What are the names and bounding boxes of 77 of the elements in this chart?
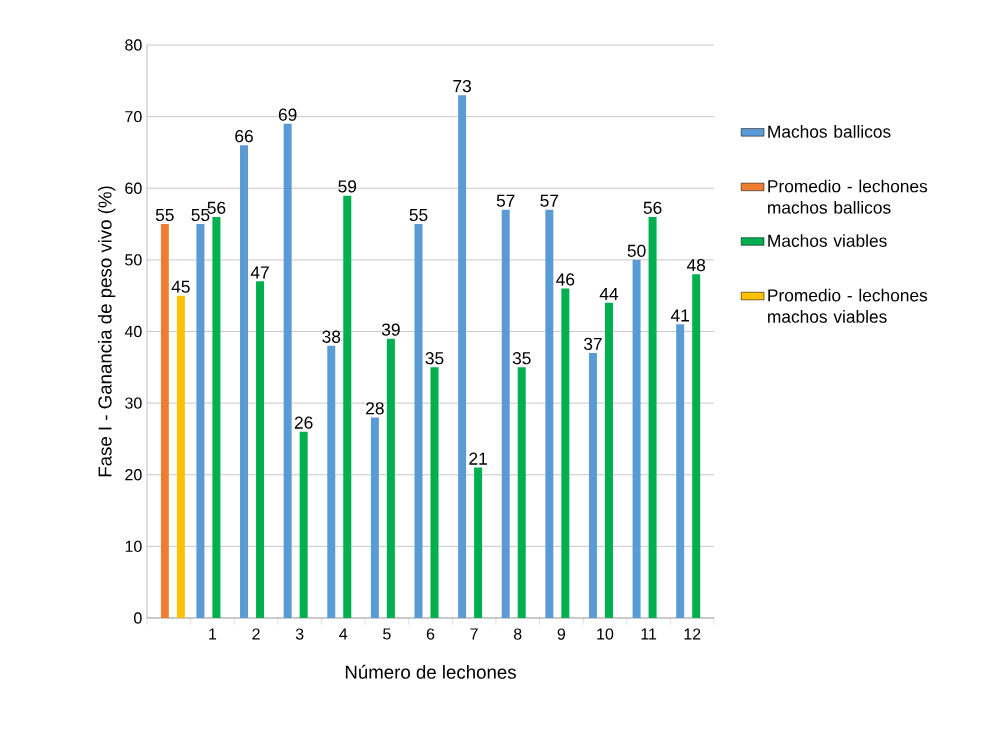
x-tick-label: 11 <box>641 628 657 640</box>
data-label: 44 <box>599 287 619 300</box>
x-tick-label: 5 <box>383 628 391 640</box>
data-label: 57 <box>540 194 559 207</box>
bar <box>283 123 292 618</box>
bar <box>212 216 221 618</box>
bar <box>430 367 439 618</box>
data-label: 66 <box>235 130 253 143</box>
x-tick-label: 8 <box>513 628 522 640</box>
bar <box>501 209 510 618</box>
y-tick-label: 40 <box>124 325 142 338</box>
bar <box>632 259 641 618</box>
x-tick-label: 7 <box>470 628 478 640</box>
legend-label: Machos ballicos <box>768 125 891 138</box>
bar <box>561 288 570 618</box>
x-tick-label: 9 <box>557 628 566 640</box>
legend-label: Promedio - lechones machos ballicos <box>768 179 928 214</box>
legend-label: Machos viables <box>768 234 887 247</box>
bar <box>414 224 423 618</box>
y-tick-label: 80 <box>125 39 142 51</box>
bar <box>676 324 685 618</box>
y-tick-label: 50 <box>125 254 142 266</box>
x-tick-label: 2 <box>252 628 260 640</box>
data-label: 39 <box>381 323 400 336</box>
data-label: 26 <box>294 416 313 429</box>
x-tick-label: 10 <box>597 628 614 640</box>
data-label: 73 <box>453 79 471 93</box>
data-label: 47 <box>250 266 269 279</box>
x-axis-title: Número de lechones <box>345 664 516 679</box>
bar <box>196 224 205 618</box>
data-label: 57 <box>496 194 515 207</box>
data-label: 50 <box>627 244 646 257</box>
data-label: 41 <box>670 309 689 322</box>
data-label: 48 <box>686 258 706 272</box>
bar <box>588 352 597 618</box>
bar <box>648 216 657 618</box>
bar <box>692 274 701 618</box>
y-tick-label: 0 <box>134 612 142 624</box>
bar <box>458 95 467 618</box>
data-label: 55 <box>155 209 174 222</box>
data-label: 56 <box>643 201 662 214</box>
bar <box>256 281 265 618</box>
bar <box>386 338 395 618</box>
y-tick-label: 60 <box>125 182 142 194</box>
bar <box>474 467 483 618</box>
data-label: 35 <box>512 352 531 365</box>
bar <box>299 431 308 618</box>
bar <box>545 209 554 618</box>
data-label: 38 <box>322 330 341 343</box>
bar <box>343 195 352 618</box>
y-tick-label: 10 <box>125 540 142 553</box>
data-label: 46 <box>556 273 575 286</box>
data-label: 45 <box>171 280 190 293</box>
x-tick-label: 4 <box>339 628 348 640</box>
bar <box>327 345 336 618</box>
data-label: 28 <box>366 402 384 415</box>
bar <box>604 302 613 618</box>
legend-label: Promedio - lechones machos viables <box>768 288 928 323</box>
bar <box>240 145 249 618</box>
bar <box>517 367 526 618</box>
data-label: 37 <box>583 337 602 351</box>
data-label: 59 <box>338 180 357 193</box>
bar <box>160 224 169 618</box>
data-label: 55 <box>409 209 428 222</box>
x-tick-label: 1 <box>209 628 217 640</box>
y-tick-label: 70 <box>125 110 142 123</box>
data-label: 69 <box>278 108 297 121</box>
bar <box>176 295 185 618</box>
x-tick-label: 6 <box>426 628 435 640</box>
bar <box>370 417 379 618</box>
y-tick-label: 20 <box>125 469 142 481</box>
y-axis-title: Fase I - Ganancia de peso vivo (%) <box>97 186 116 477</box>
data-label: 21 <box>469 452 487 465</box>
x-tick-label: 3 <box>295 628 304 640</box>
data-label: 35 <box>425 352 444 365</box>
x-tick-label: 12 <box>684 628 701 640</box>
y-tick-label: 30 <box>125 397 142 409</box>
